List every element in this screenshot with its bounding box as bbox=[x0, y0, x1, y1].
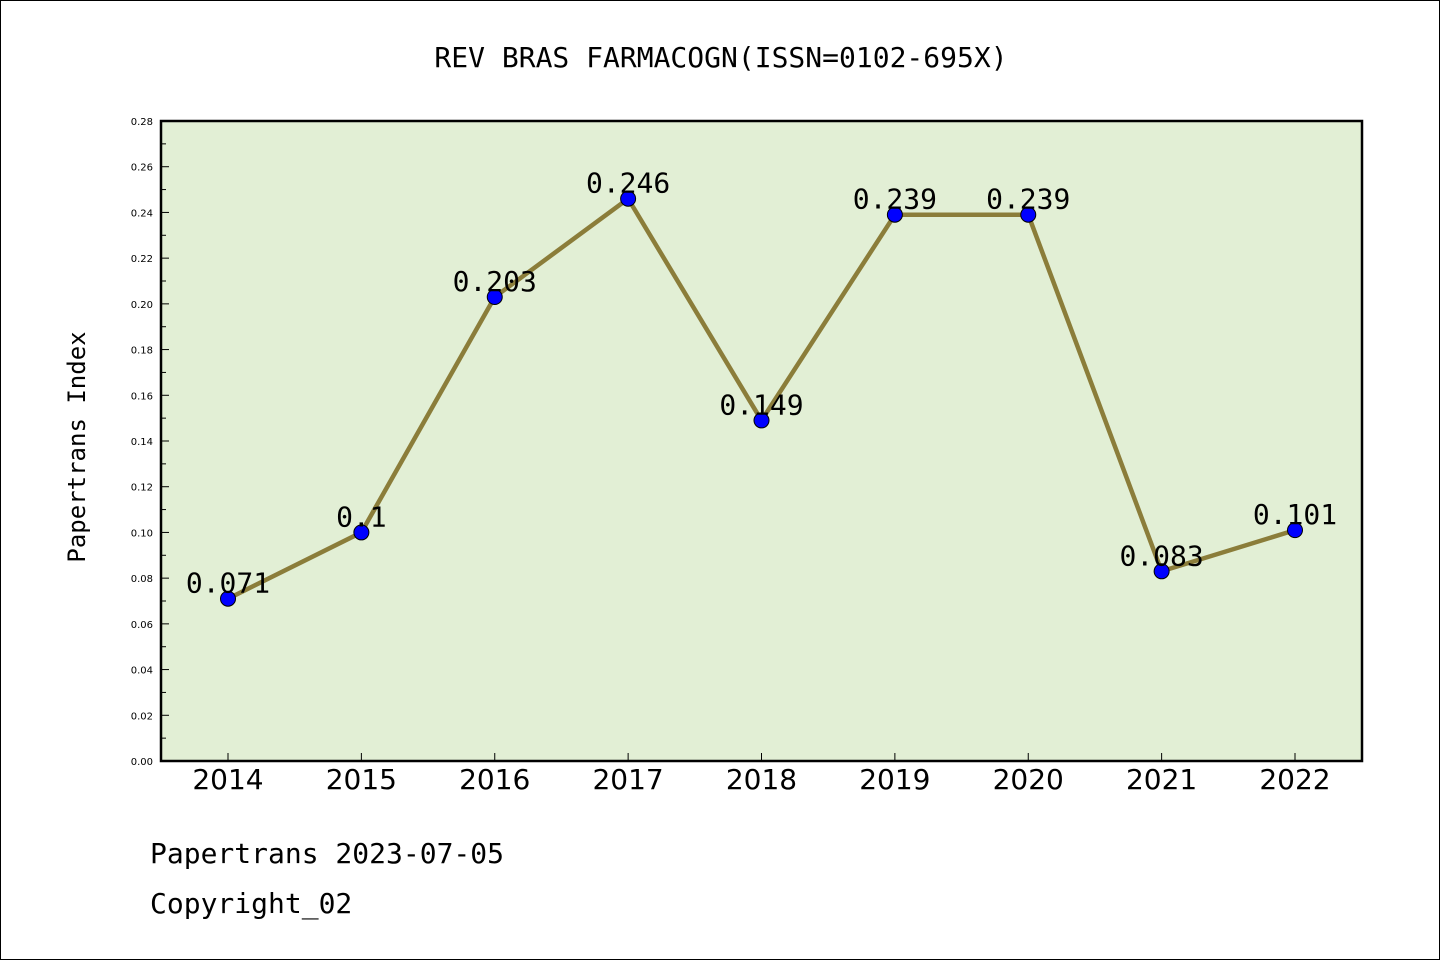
y-tick-label: 0.14 bbox=[131, 437, 153, 448]
data-label: 0.071 bbox=[186, 567, 270, 600]
data-point bbox=[353, 524, 370, 541]
data-label: 0.149 bbox=[719, 388, 803, 421]
y-axis-label: Papertrans Index bbox=[63, 331, 91, 562]
x-tick-label: 2020 bbox=[993, 763, 1064, 796]
x-tick-label: 2018 bbox=[726, 763, 797, 796]
data-points bbox=[220, 190, 1303, 607]
data-point bbox=[1020, 206, 1037, 223]
y-tick-label: 0.20 bbox=[131, 300, 153, 311]
footer-date: Papertrans 2023-07-05 bbox=[150, 837, 505, 870]
data-labels: 0.071 0.1 0.203 0.246 0.149 0.239 0.239 0.083 0.… bbox=[186, 167, 1337, 600]
data-point bbox=[886, 206, 903, 223]
y-tick-label: 0.16 bbox=[131, 391, 153, 402]
data-point bbox=[620, 190, 637, 207]
y-tick-label: 0.24 bbox=[131, 208, 153, 219]
x-tick-label: 2022 bbox=[1259, 763, 1330, 796]
data-point bbox=[1153, 563, 1170, 580]
chart-title: REV BRAS FARMACOGN(ISSN=0102-695X) bbox=[434, 41, 1007, 74]
x-axis: 2014 2015 2016 2017 2018 2019 2020 2021 2022 bbox=[192, 753, 1331, 796]
plot-area bbox=[159, 119, 1364, 763]
x-tick-label: 2017 bbox=[592, 763, 663, 796]
data-point bbox=[753, 412, 770, 429]
y-tick-label: 0.18 bbox=[131, 346, 153, 357]
x-tick-label: 2019 bbox=[859, 763, 930, 796]
data-label: 0.203 bbox=[453, 265, 537, 298]
x-tick-label: 2014 bbox=[192, 763, 263, 796]
y-tick-label: 0.12 bbox=[131, 483, 153, 494]
data-label: 0.1 bbox=[336, 500, 387, 533]
y-tick-label: 0.10 bbox=[131, 528, 153, 539]
y-axis: 0.00 0.02 0.04 0.06 0.08 0.10 0.12 0.14 0.16 0.18… bbox=[131, 117, 169, 768]
y-tick-label: 0.08 bbox=[131, 574, 153, 585]
x-tick-label: 2015 bbox=[326, 763, 397, 796]
footer-copyright: Copyright_02 bbox=[150, 887, 353, 920]
y-tick-label: 0.28 bbox=[131, 117, 153, 128]
data-point bbox=[486, 289, 503, 305]
data-label: 0.101 bbox=[1253, 498, 1337, 531]
data-label: 0.246 bbox=[586, 167, 670, 200]
data-label: 0.239 bbox=[986, 183, 1070, 216]
y-tick-label: 0.22 bbox=[131, 254, 153, 265]
data-label: 0.239 bbox=[853, 183, 937, 216]
data-point bbox=[220, 590, 236, 607]
x-tick-label: 2021 bbox=[1126, 763, 1197, 796]
data-label: 0.083 bbox=[1119, 539, 1203, 572]
y-tick-label: 0.06 bbox=[131, 620, 153, 631]
data-point bbox=[1287, 522, 1303, 539]
y-tick-label: 0.00 bbox=[131, 757, 153, 768]
x-tick-label: 2016 bbox=[459, 763, 530, 796]
y-tick-label: 0.04 bbox=[131, 666, 153, 677]
y-tick-label: 0.26 bbox=[131, 163, 153, 174]
y-tick-label: 0.02 bbox=[131, 711, 153, 722]
